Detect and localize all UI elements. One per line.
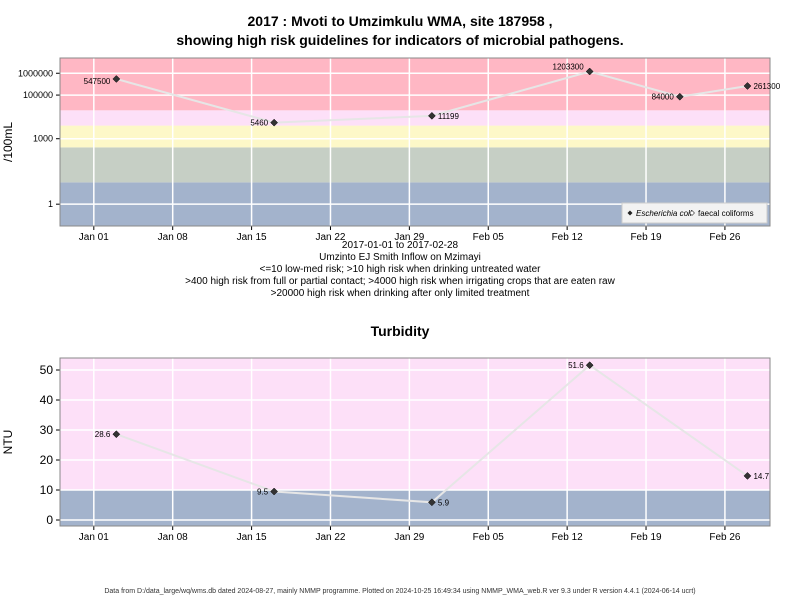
footer-note: Data from D:/data_large/wq/wms.db dated … — [104, 588, 696, 595]
y-tick-label: 20 — [40, 453, 54, 467]
x-tick-label: Jan 29 — [394, 232, 424, 243]
x-tick-label: Jan 22 — [315, 232, 345, 243]
x-tick-label: Feb 12 — [552, 232, 584, 243]
x-tick-label: Jan 08 — [158, 532, 188, 543]
turbidity-title: Turbidity — [370, 323, 430, 339]
data-label: 5460 — [250, 119, 268, 128]
x-tick-label: Jan 15 — [237, 232, 267, 243]
data-point — [112, 430, 121, 439]
x-tick-label: Feb 12 — [552, 532, 584, 543]
microbial-chart: Jan 01 Jan 08 Jan 15 Jan 22 Jan 29 Feb 05 Feb … — [1, 57, 781, 243]
chart-title-line1: 2017 : Mvoti to Umzimkulu WMA, site 1879… — [247, 13, 553, 29]
x-tick-label: Feb 26 — [709, 232, 741, 243]
risk-band-1 — [60, 147, 770, 183]
x-tick-label: Feb 05 — [473, 532, 505, 543]
note-guideline-2: >400 high risk from full or partial cont… — [185, 276, 615, 287]
x-tick-label: Feb 05 — [473, 232, 505, 243]
data-label: 261300 — [753, 82, 780, 91]
turbidity-chart: Jan 01 Jan 08 Jan 15 Jan 22 Jan 29 Feb 05 Feb … — [1, 357, 771, 543]
data-label: 28.6 — [95, 430, 111, 439]
y-tick-label: 0 — [46, 513, 53, 527]
data-label: 14.7 — [753, 472, 769, 481]
x-tick-label: Jan 15 — [237, 532, 267, 543]
y-tick-label: 10 — [40, 483, 54, 497]
data-point — [112, 75, 121, 83]
data-label: 1203300 — [553, 62, 585, 71]
data-point — [428, 111, 436, 120]
chart-title-line2: showing high risk guidelines for indicat… — [176, 32, 624, 48]
plot-frame — [59, 357, 771, 527]
data-point — [428, 498, 436, 507]
legend-label-ecoli: Escherichia coli — [636, 209, 692, 218]
legend-marker-faecal — [689, 210, 695, 216]
legend-marker-ecoli — [627, 210, 633, 216]
data-label: 51.6 — [568, 361, 584, 370]
x-tick-label: Jan 01 — [79, 532, 109, 543]
data-point — [270, 118, 278, 127]
data-point — [270, 487, 278, 496]
data-label: 5.9 — [438, 498, 450, 507]
x-tick-label: Jan 29 — [394, 532, 424, 543]
data-label: 9.5 — [257, 488, 269, 497]
x-tick-label: Feb 26 — [709, 532, 741, 543]
y-axis-label: NTU — [1, 430, 15, 455]
data-point — [585, 67, 594, 76]
data-point — [585, 361, 594, 370]
risk-band-3 — [60, 110, 770, 126]
series-line — [116, 70, 748, 124]
x-tick-label: Feb 19 — [630, 232, 662, 243]
y-axis-label: /100mL — [1, 122, 15, 162]
x-tick-label: Jan 08 — [158, 232, 188, 243]
data-label: 84000 — [652, 93, 675, 102]
y-tick-label: 30 — [40, 423, 54, 437]
data-label: 547500 — [84, 77, 111, 86]
data-point — [743, 472, 752, 480]
y-tick-label: 100000 — [23, 90, 53, 100]
y-tick-label: 1000000 — [18, 68, 53, 78]
plot-frame — [59, 57, 771, 227]
data-point — [675, 92, 684, 101]
y-tick-label: 1000 — [33, 134, 53, 144]
risk-band-4 — [60, 58, 770, 111]
y-tick-label: 50 — [40, 363, 54, 377]
x-tick-label: Jan 01 — [79, 232, 109, 243]
y-tick-label: 1 — [48, 199, 53, 209]
risk-band-2 — [60, 125, 770, 148]
risk-band-1 — [60, 358, 770, 490]
y-tick-label: 40 — [40, 393, 54, 407]
data-point — [743, 82, 752, 90]
note-guideline-1: <=10 low-med risk; >10 high risk when dr… — [259, 264, 541, 275]
note-guideline-3: >20000 high risk when drinking after onl… — [270, 288, 530, 299]
note-date-range: 2017-01-01 to 2017-02-28 — [341, 240, 459, 251]
legend-label-faecal: faecal coliforms — [698, 209, 754, 218]
x-tick-label: Jan 22 — [315, 532, 345, 543]
note-site-name: Umzinto EJ Smith Inflow on Mzimayi — [319, 252, 481, 263]
chart-notes: 2017-01-01 to 2017-02-28 Umzinto EJ Smit… — [0, 240, 800, 300]
data-label: 11199 — [438, 112, 460, 121]
x-tick-label: Feb 19 — [630, 532, 662, 543]
